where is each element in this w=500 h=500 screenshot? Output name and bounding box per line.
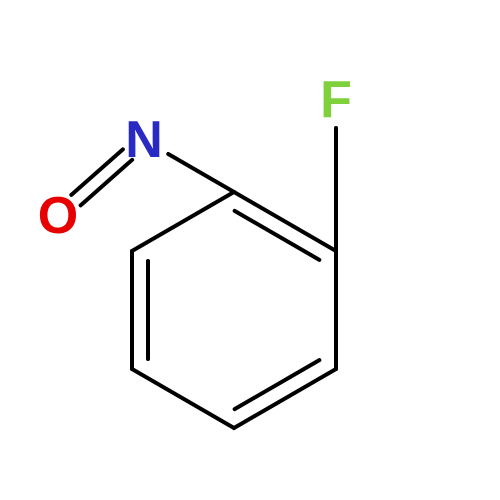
bond-single <box>132 192 234 251</box>
atom-label-n: N <box>125 111 163 169</box>
molecule-diagram: F NO <box>0 0 500 500</box>
atom-label-o: O <box>38 187 78 245</box>
bond-single <box>168 154 234 192</box>
bond-single <box>132 369 234 428</box>
atom-label-f: F <box>320 71 352 129</box>
bond-double-a <box>71 149 123 195</box>
